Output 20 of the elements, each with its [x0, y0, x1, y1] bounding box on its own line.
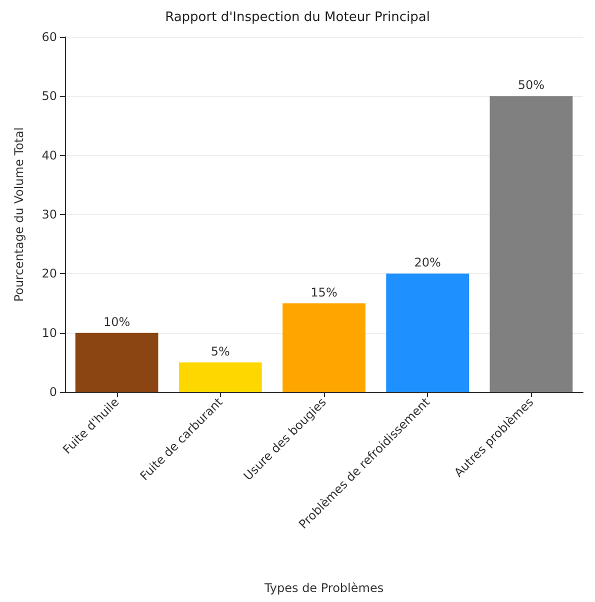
y-tick-label: 60 — [42, 30, 57, 44]
data-label: 5% — [210, 344, 230, 358]
bar — [386, 274, 470, 392]
data-label: 20% — [414, 256, 441, 270]
bar — [282, 303, 366, 392]
y-tick-label: 10 — [42, 326, 57, 340]
data-label: 15% — [310, 285, 338, 300]
data-label: 10% — [103, 314, 130, 329]
y-tick-label: 40 — [42, 148, 57, 162]
y-tick-label: 50 — [42, 89, 57, 104]
y-tick-label: 20 — [42, 266, 57, 281]
bar — [490, 96, 573, 392]
bar — [75, 332, 158, 392]
bar — [178, 362, 262, 392]
y-tick-label: 30 — [42, 208, 57, 222]
x-axis-title: Types de Problèmes — [263, 581, 384, 595]
y-axis-title: Pourcentage du Volume Total — [12, 127, 26, 302]
chart-title: Rapport d'Inspection du Moteur Principal — [165, 10, 430, 25]
data-label: 50% — [518, 78, 545, 92]
y-tick-label: 0 — [49, 385, 57, 399]
